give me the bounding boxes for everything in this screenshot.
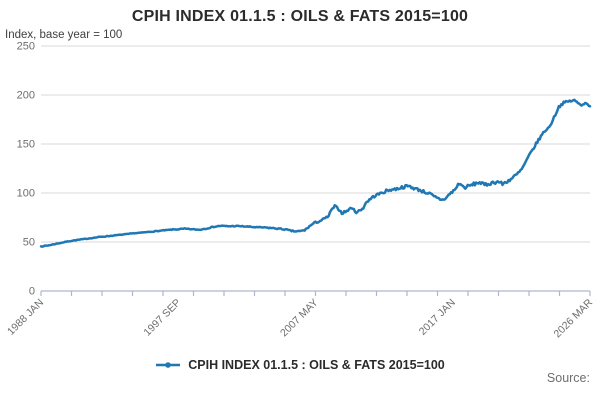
x-tick-label: 2017 JAN bbox=[417, 297, 458, 338]
x-tick-labels: 1988 JAN 1997 SEP 2007 MAY 2017 JAN 2026 MAR bbox=[5, 296, 595, 340]
x-tick-label: 1997 SEP bbox=[141, 297, 183, 339]
series-line[interactable] bbox=[39, 98, 592, 248]
y-tick-label: 0 bbox=[29, 286, 35, 298]
y-gridlines bbox=[41, 45, 590, 243]
chart-subtitle: Index, base year = 100 bbox=[5, 29, 123, 41]
y-tick-label: 250 bbox=[17, 41, 35, 53]
x-axis bbox=[40, 290, 591, 296]
legend[interactable]: CPIH INDEX 01.1.5 : OILS & FATS 2015=100 bbox=[0, 358, 600, 372]
chart-title: CPIH INDEX 01.1.5 : OILS & FATS 2015=100 bbox=[131, 8, 469, 25]
legend-label: CPIH INDEX 01.1.5 : OILS & FATS 2015=100 bbox=[188, 358, 445, 372]
source-label: Source: bbox=[546, 371, 590, 385]
legend-line-marker-icon bbox=[156, 362, 181, 368]
y-tick-labels: 0 50 100 150 200 250 bbox=[17, 41, 35, 298]
y-tick-label: 50 bbox=[23, 237, 35, 249]
x-tick-label: 1988 JAN bbox=[5, 297, 46, 338]
y-tick-label: 200 bbox=[17, 90, 35, 102]
x-tick-label: 2007 MAY bbox=[278, 297, 321, 340]
y-tick-label: 150 bbox=[17, 139, 35, 151]
y-tick-label: 100 bbox=[17, 188, 35, 200]
x-tick-label: 2026 MAR bbox=[552, 296, 596, 340]
